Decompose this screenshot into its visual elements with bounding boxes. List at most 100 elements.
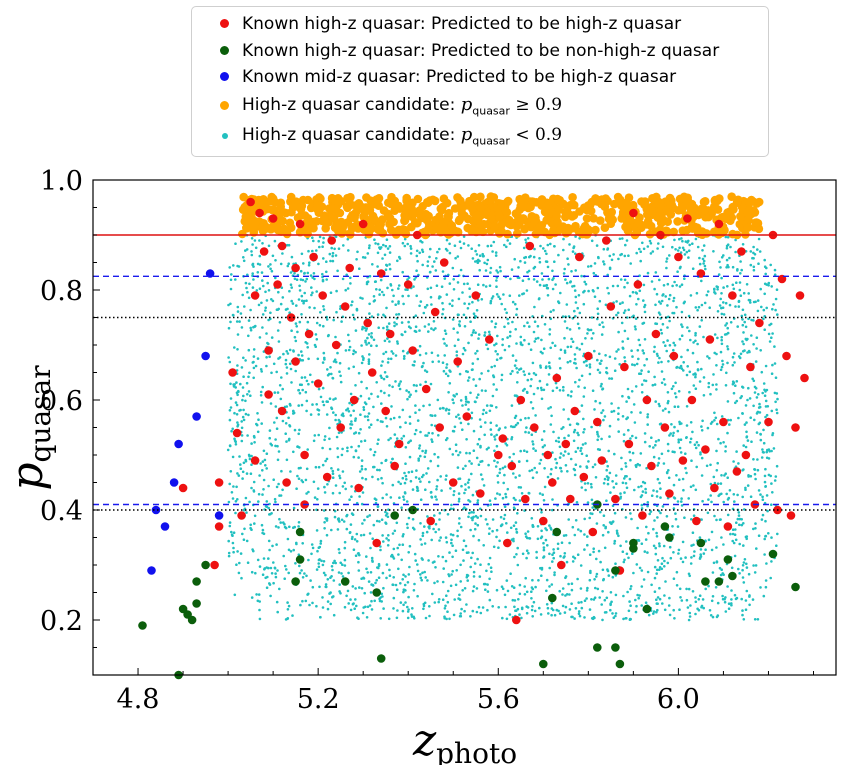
candidate-low-point	[311, 236, 314, 239]
candidate-low-point	[622, 439, 626, 443]
candidate-low-point	[257, 303, 261, 307]
candidate-low-point	[567, 582, 570, 586]
candidate-low-point	[311, 249, 314, 253]
data-point	[665, 489, 674, 498]
candidate-low-point	[227, 303, 230, 307]
candidate-low-point	[437, 600, 441, 604]
candidate-low-point	[625, 552, 629, 556]
candidate-low-point	[741, 323, 745, 327]
candidate-low-point	[267, 289, 271, 292]
candidate-low-point	[554, 457, 557, 461]
candidate-low-point	[384, 350, 388, 354]
candidate-high-point	[413, 194, 423, 204]
candidate-low-point	[470, 510, 473, 514]
candidate-low-point	[720, 474, 723, 477]
candidate-low-point	[516, 421, 520, 425]
candidate-low-point	[421, 364, 424, 368]
candidate-low-point	[437, 434, 440, 437]
candidate-low-point	[716, 310, 720, 313]
candidate-low-point	[403, 471, 406, 475]
candidate-low-point	[516, 512, 519, 515]
candidate-low-point	[752, 343, 755, 346]
candidate-low-point	[765, 562, 768, 565]
candidate-low-point	[543, 467, 546, 470]
candidate-low-point	[596, 430, 599, 434]
data-point	[557, 560, 566, 570]
candidate-low-point	[566, 257, 569, 261]
candidate-low-point	[426, 467, 430, 470]
candidate-low-point	[385, 306, 388, 310]
candidate-high-point	[400, 211, 409, 220]
candidate-high-point	[335, 208, 345, 218]
candidate-low-point	[267, 539, 271, 543]
candidate-low-point	[254, 364, 258, 368]
candidate-low-point	[568, 423, 572, 427]
candidate-low-point	[558, 445, 562, 449]
candidate-low-point	[595, 244, 599, 247]
candidate-low-point	[305, 409, 308, 413]
candidate-low-point	[529, 348, 533, 352]
candidate-low-point	[539, 566, 542, 570]
candidate-low-point	[745, 430, 748, 434]
candidate-low-point	[663, 565, 666, 568]
candidate-low-point	[713, 288, 716, 291]
candidate-low-point	[590, 498, 594, 502]
candidate-low-point	[585, 465, 588, 468]
candidate-low-point	[593, 295, 597, 299]
candidate-low-point	[558, 357, 561, 360]
candidate-low-point	[287, 262, 291, 266]
candidate-low-point	[419, 498, 423, 502]
candidate-low-point	[334, 413, 338, 417]
candidate-low-point	[464, 400, 468, 403]
candidate-low-point	[411, 607, 414, 610]
candidate-low-point	[505, 617, 509, 621]
candidate-low-point	[369, 344, 373, 348]
candidate-low-point	[457, 338, 460, 342]
candidate-high-point	[435, 212, 444, 221]
candidate-low-point	[723, 597, 726, 601]
candidate-low-point	[631, 451, 635, 455]
candidate-low-point	[681, 325, 684, 329]
candidate-low-point	[274, 438, 277, 441]
candidate-low-point	[503, 308, 507, 311]
candidate-low-point	[656, 247, 659, 250]
candidate-low-point	[694, 375, 697, 379]
candidate-low-point	[657, 242, 660, 245]
data-point	[295, 527, 305, 537]
candidate-low-point	[433, 581, 436, 585]
candidate-low-point	[726, 400, 730, 403]
candidate-low-point	[753, 618, 757, 621]
candidate-low-point	[454, 549, 458, 552]
candidate-low-point	[578, 348, 581, 351]
candidate-low-point	[361, 491, 365, 494]
candidate-low-point	[589, 571, 592, 575]
candidate-low-point	[611, 480, 614, 483]
candidate-low-point	[769, 576, 772, 580]
candidate-low-point	[429, 295, 433, 299]
candidate-low-point	[611, 284, 615, 288]
candidate-low-point	[698, 536, 702, 539]
candidate-low-point	[666, 401, 670, 405]
candidate-low-point	[269, 594, 272, 598]
data-point	[593, 417, 602, 427]
candidate-low-point	[448, 242, 451, 246]
candidate-low-point	[558, 589, 561, 593]
candidate-low-point	[628, 600, 631, 603]
candidate-low-point	[545, 383, 549, 386]
candidate-low-point	[551, 389, 555, 393]
candidate-low-point	[745, 421, 748, 424]
candidate-high-point	[327, 193, 337, 203]
candidate-low-point	[611, 612, 614, 615]
x-axis-label: zphoto	[412, 715, 517, 765]
candidate-low-point	[710, 500, 713, 504]
candidate-low-point	[307, 592, 310, 596]
candidate-high-point	[407, 222, 416, 232]
candidate-low-point	[453, 344, 457, 348]
candidate-low-point	[441, 308, 445, 311]
candidate-low-point	[253, 436, 256, 439]
data-point	[611, 494, 620, 504]
candidate-high-point	[394, 225, 404, 235]
candidate-low-point	[423, 325, 427, 328]
candidate-low-point	[666, 561, 670, 565]
candidate-low-point	[403, 491, 407, 494]
